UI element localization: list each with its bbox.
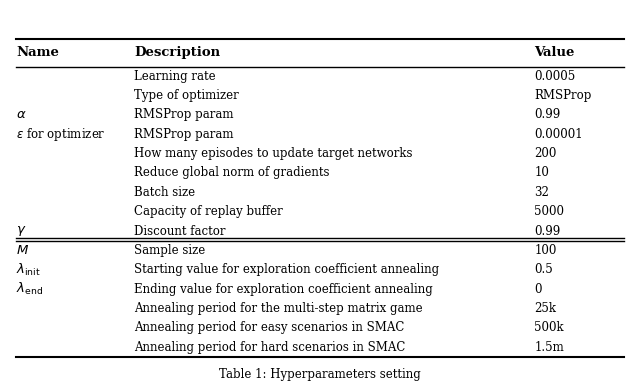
Text: RMSProp param: RMSProp param (134, 108, 234, 122)
Text: RMSProp param: RMSProp param (134, 128, 234, 141)
Text: 0.0005: 0.0005 (534, 70, 575, 83)
Text: 200: 200 (534, 147, 557, 160)
Text: 25k: 25k (534, 302, 556, 315)
Text: $\lambda_{\mathrm{init}}$: $\lambda_{\mathrm{init}}$ (16, 262, 41, 278)
Text: 0.00001: 0.00001 (534, 128, 583, 141)
Text: Ending value for exploration coefficient annealing: Ending value for exploration coefficient… (134, 283, 433, 296)
Text: 500k: 500k (534, 321, 564, 334)
Text: Table 1: Hyperparameters setting: Table 1: Hyperparameters setting (219, 368, 421, 381)
Text: 1.5m: 1.5m (534, 341, 564, 354)
Text: Value: Value (534, 46, 575, 59)
Text: Starting value for exploration coefficient annealing: Starting value for exploration coefficie… (134, 263, 440, 276)
Text: $\alpha$: $\alpha$ (16, 108, 26, 122)
Text: Annealing period for easy scenarios in SMAC: Annealing period for easy scenarios in S… (134, 321, 404, 334)
Text: Annealing period for hard scenarios in SMAC: Annealing period for hard scenarios in S… (134, 341, 406, 354)
Text: Sample size: Sample size (134, 244, 205, 257)
Text: Batch size: Batch size (134, 186, 196, 199)
Text: Description: Description (134, 46, 221, 59)
Text: $\epsilon$ for optimizer: $\epsilon$ for optimizer (16, 126, 106, 143)
Text: Learning rate: Learning rate (134, 70, 216, 83)
Text: Name: Name (16, 46, 59, 59)
Text: RMSProp: RMSProp (534, 89, 592, 102)
Text: 0.99: 0.99 (534, 224, 561, 238)
Text: 32: 32 (534, 186, 549, 199)
Text: How many episodes to update target networks: How many episodes to update target netwo… (134, 147, 413, 160)
Text: $\lambda_{\mathrm{end}}$: $\lambda_{\mathrm{end}}$ (16, 281, 43, 297)
Text: 0.99: 0.99 (534, 108, 561, 122)
Text: 0.5: 0.5 (534, 263, 553, 276)
Text: 100: 100 (534, 244, 557, 257)
Text: Capacity of replay buffer: Capacity of replay buffer (134, 205, 283, 218)
Text: 10: 10 (534, 166, 549, 180)
Text: Annealing period for the multi-step matrix game: Annealing period for the multi-step matr… (134, 302, 423, 315)
Text: $\gamma$: $\gamma$ (16, 224, 26, 238)
Text: 5000: 5000 (534, 205, 564, 218)
Text: Reduce global norm of gradients: Reduce global norm of gradients (134, 166, 330, 180)
Text: 0: 0 (534, 283, 542, 296)
Text: Discount factor: Discount factor (134, 224, 226, 238)
Text: $M$: $M$ (16, 244, 29, 257)
Text: Type of optimizer: Type of optimizer (134, 89, 239, 102)
